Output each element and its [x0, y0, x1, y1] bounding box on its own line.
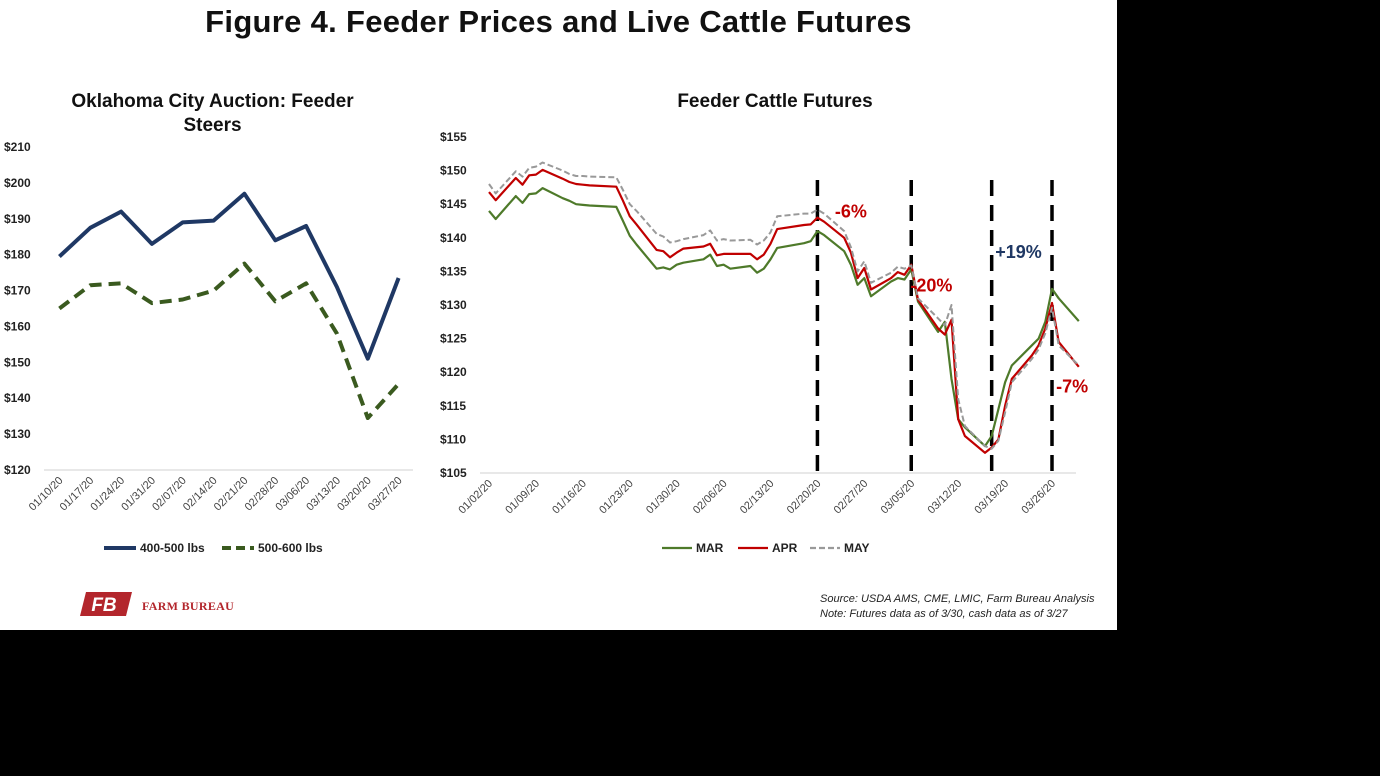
right-chart-title: Feeder Cattle Futures — [677, 91, 873, 112]
percent-change-annotation: -20% — [910, 276, 952, 296]
left-y-tick-label: $170 — [4, 284, 31, 298]
left-chart-oklahoma-feeder-steers: $120 $130 $140 $150 $160 $170 $180 $190 $200 $210… — [4, 140, 413, 555]
right-y-tick-label: $145 — [440, 197, 467, 211]
right-y-tick-label: $155 — [440, 130, 467, 144]
percent-change-annotation: -6% — [835, 202, 867, 222]
farm-bureau-logo-icon: FB — [80, 592, 132, 616]
right-x-tick-label: 02/13/20 — [738, 478, 777, 517]
right-x-tick-label: 02/20/20 — [785, 478, 824, 517]
right-x-tick-label: 01/23/20 — [597, 478, 636, 517]
left-y-tick-label: $210 — [4, 140, 31, 154]
figure-panel: Figure 4. Feeder Prices and Live Cattle … — [0, 0, 1117, 630]
right-x-tick-label: 02/27/20 — [832, 478, 871, 517]
source-note: Source: USDA AMS, CME, LMIC, Farm Bureau… — [820, 592, 1094, 622]
right-series-line-2 — [488, 168, 1080, 454]
right-x-tick-label: 03/12/20 — [926, 478, 965, 517]
left-y-tick-label: $190 — [4, 212, 31, 226]
right-x-tick-label: 03/19/20 — [972, 478, 1011, 517]
left-y-tick-label: $140 — [4, 391, 31, 405]
left-x-tick-label: 03/27/20 — [366, 475, 405, 514]
right-legend-label: APR — [772, 541, 798, 555]
logo-mark-text: FB — [91, 595, 117, 616]
right-y-tick-label: $125 — [440, 332, 467, 346]
right-y-tick-label: $120 — [440, 365, 467, 379]
right-x-tick-label: 01/30/20 — [644, 478, 683, 517]
right-x-tick-label: 01/09/20 — [503, 478, 542, 517]
right-chart-feeder-cattle-futures: $105 $110 $115 $120 $125 $130 $135 $140 $145 $150… — [440, 130, 1088, 555]
left-series-line-2 — [58, 261, 401, 420]
left-legend-label: 500-600 lbs — [258, 541, 323, 555]
percent-change-annotation: +19% — [995, 242, 1042, 262]
figure-title: Figure 4. Feeder Prices and Live Cattle … — [205, 4, 912, 39]
left-y-tick-label: $150 — [4, 355, 31, 369]
right-x-tick-label: 01/16/20 — [550, 478, 589, 517]
right-x-tick-label: 02/06/20 — [691, 478, 730, 517]
right-y-tick-label: $135 — [440, 264, 467, 278]
left-legend-label: 400-500 lbs — [140, 541, 205, 555]
left-y-tick-label: $130 — [4, 427, 31, 441]
left-y-tick-label: $120 — [4, 463, 31, 477]
left-chart-title: Oklahoma City Auction: Feeder Steers — [71, 91, 354, 136]
note-line: Note: Futures data as of 3/30, cash data… — [820, 608, 1068, 620]
logo-text: FARM BUREAU — [142, 599, 235, 613]
right-x-tick-label: 03/26/20 — [1019, 478, 1058, 517]
right-x-tick-label: 03/05/20 — [879, 478, 918, 517]
charts-canvas: $120 $130 $140 $150 $160 $170 $180 $190 $200 $210… — [4, 130, 1088, 555]
right-y-tick-label: $140 — [440, 231, 467, 245]
right-series-line-3 — [488, 161, 1080, 450]
right-x-tick-label: 01/02/20 — [456, 478, 495, 517]
right-y-tick-label: $130 — [440, 298, 467, 312]
left-y-tick-label: $200 — [4, 176, 31, 190]
right-y-tick-label: $105 — [440, 466, 467, 480]
right-legend-label: MAY — [844, 541, 870, 555]
left-y-tick-label: $160 — [4, 319, 31, 333]
source-line: Source: USDA AMS, CME, LMIC, Farm Bureau… — [820, 593, 1095, 605]
farm-bureau-logo: FB FARM BUREAU — [80, 590, 260, 620]
right-legend-label: MAR — [696, 541, 724, 555]
left-y-tick-label: $180 — [4, 248, 31, 262]
right-y-tick-label: $115 — [440, 399, 466, 413]
percent-change-annotation: -7% — [1056, 376, 1088, 396]
right-y-tick-label: $150 — [440, 164, 467, 178]
left-series-line-1 — [58, 191, 401, 361]
right-y-tick-label: $110 — [440, 432, 466, 446]
